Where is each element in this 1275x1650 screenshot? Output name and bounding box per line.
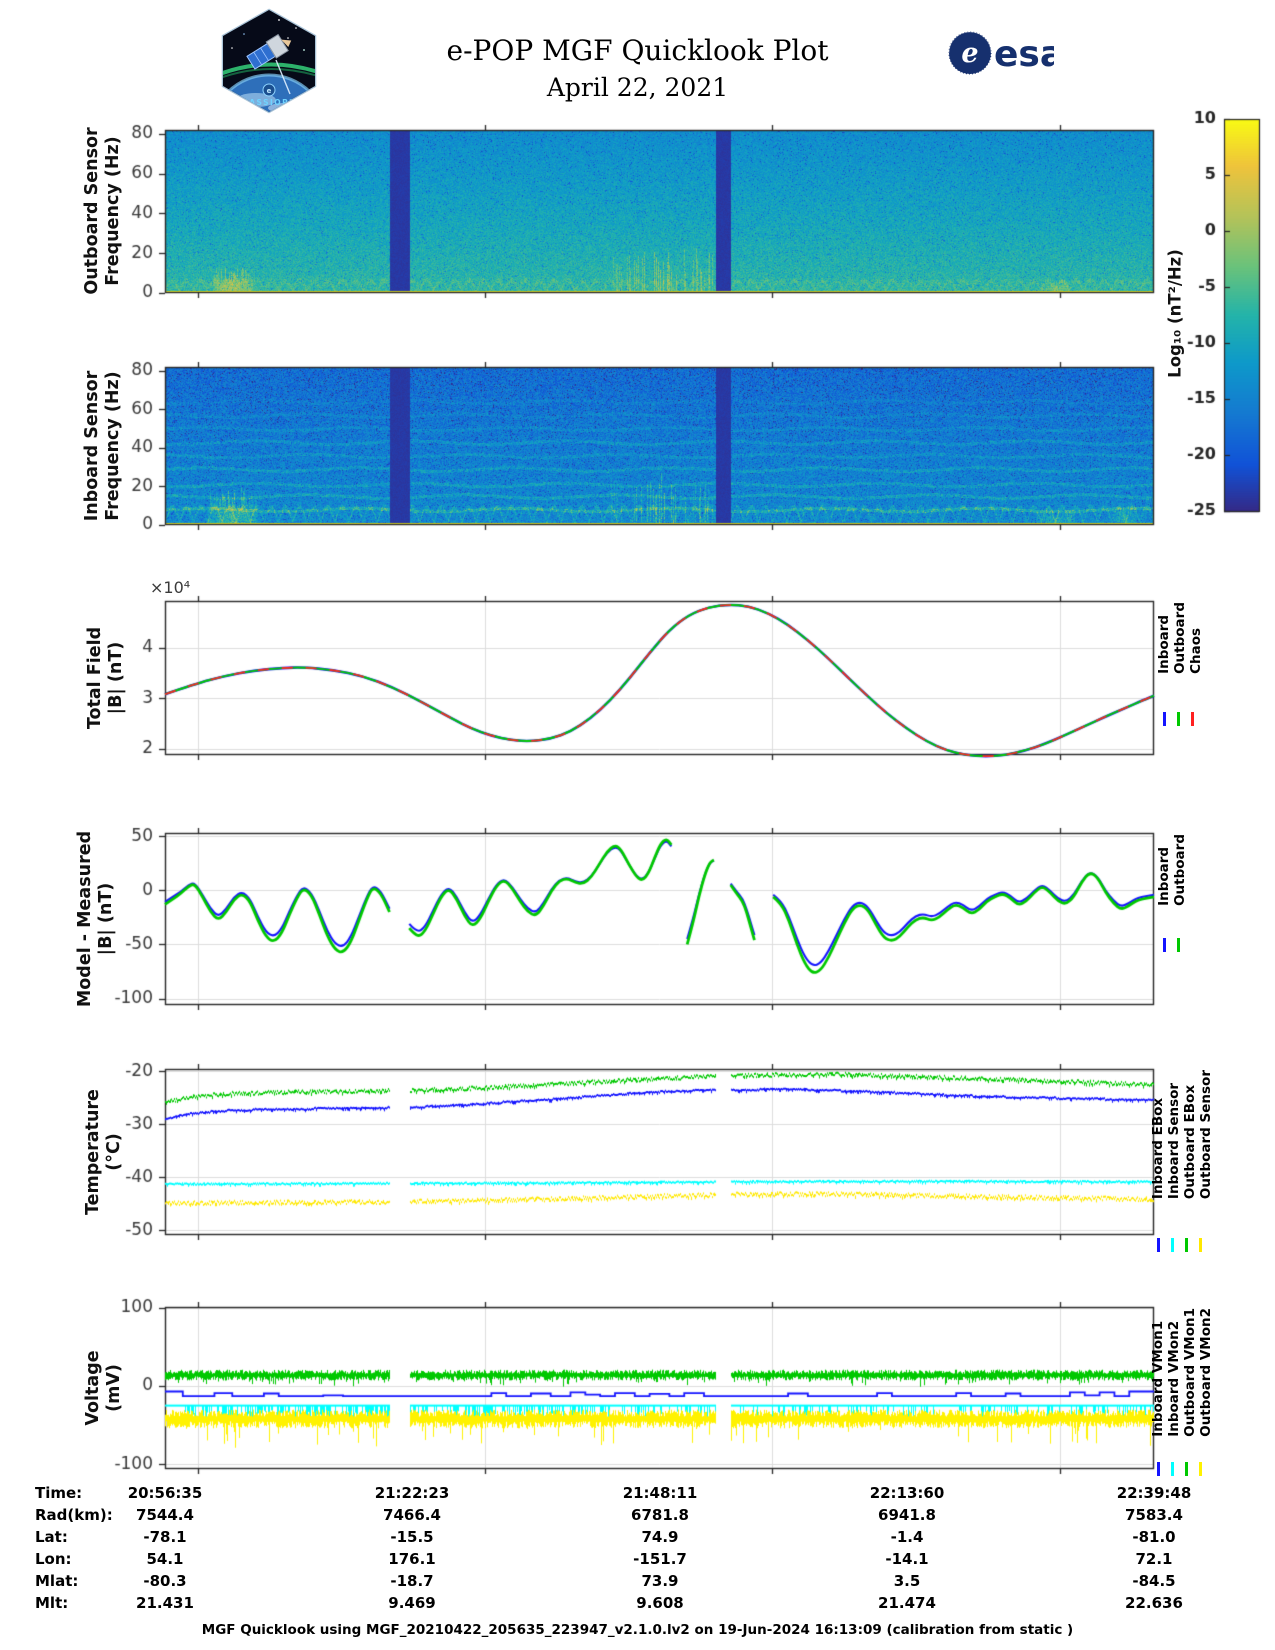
table-cell: -78.1	[143, 1528, 187, 1546]
table-cell: -14.1	[885, 1550, 929, 1568]
page-subtitle: April 22, 2021	[546, 73, 729, 102]
esa-logo-icon: e esa	[948, 31, 1064, 75]
table-cell: 6781.8	[631, 1506, 689, 1524]
total-field-plot	[90, 586, 1160, 770]
legend-label-outboard-vmon2: Outboard VMon2	[1198, 1308, 1214, 1437]
table-cell: -151.7	[633, 1550, 687, 1568]
row-label: Lat:	[35, 1528, 68, 1546]
table-cell: 9.608	[636, 1594, 684, 1612]
legend-label-inboard-sensor: Inboard Sensor	[1166, 1082, 1182, 1200]
table-cell: -18.7	[390, 1572, 434, 1590]
legend-temperature: Inboard EBox Inboard Sensor Outboard EBox O…	[1150, 1070, 1214, 1200]
table-cell: 21.431	[136, 1594, 194, 1612]
legend-swatches-model-measured	[1163, 938, 1180, 952]
table-cell: 22:39:48	[1116, 1484, 1192, 1502]
legend-label-inboard-vmon2: Inboard VMon2	[1166, 1320, 1182, 1437]
table-cell: 54.1	[146, 1550, 184, 1568]
legend-swatches-total-field	[1163, 712, 1194, 726]
legend-label-outboard: Outboard	[1172, 602, 1188, 674]
voltage-plot	[90, 1292, 1160, 1484]
legend-label-chaos: Chaos	[1188, 627, 1204, 674]
row-label: Mlt:	[35, 1594, 69, 1612]
legend-swatch-outboard-sensor	[1199, 1238, 1202, 1252]
legend-voltage: Inboard VMon1 Inboard VMon2 Outboard VMon1…	[1150, 1308, 1214, 1437]
table-cell: 22:13:60	[869, 1484, 945, 1502]
table-cell: 176.1	[388, 1550, 436, 1568]
legend-swatch-inboard	[1163, 712, 1166, 726]
table-cell: 21:48:11	[622, 1484, 698, 1502]
legend-label-inboard-ebox: Inboard EBox	[1150, 1097, 1166, 1200]
model-measured-plot	[90, 818, 1160, 1020]
table-cell: 21:22:23	[374, 1484, 450, 1502]
table-cell: -84.5	[1132, 1572, 1176, 1590]
legend-swatch-inboard-vmon1	[1157, 1462, 1160, 1476]
colorbar	[1150, 100, 1275, 530]
legend-swatch-outboard-vmon2	[1199, 1462, 1202, 1476]
cassiope-mission-badge: e CASSIOPE	[218, 8, 320, 118]
outboard-spectrogram-plot	[90, 115, 1160, 308]
legend-label-inboard-vmon1: Inboard VMon1	[1150, 1320, 1166, 1437]
table-cell: 6941.8	[878, 1506, 936, 1524]
row-label: Rad(km):	[35, 1506, 113, 1524]
legend-swatch-inboard-ebox	[1157, 1238, 1160, 1252]
table-cell: -15.5	[390, 1528, 434, 1546]
table-cell: 7544.4	[136, 1506, 194, 1524]
colorbar-label: Log₁₀ (nT²/Hz)	[1165, 249, 1185, 378]
legend-label-inboard: Inboard	[1156, 614, 1172, 674]
table-cell: 3.5	[893, 1572, 921, 1590]
table-cell: -80.3	[143, 1572, 187, 1590]
footer-caption: MGF Quicklook using MGF_20210422_205635_…	[201, 1622, 1074, 1638]
esa-logo-text: esa	[994, 34, 1054, 75]
row-label: Time:	[35, 1484, 83, 1502]
table-cell: 73.9	[641, 1572, 679, 1590]
legend-swatch-chaos	[1191, 712, 1194, 726]
table-cell: -1.4	[890, 1528, 924, 1546]
legend-swatches-voltage	[1157, 1462, 1202, 1476]
legend-label-outboard-sensor: Outboard Sensor	[1198, 1070, 1214, 1200]
legend-swatch-inboard-vmon2	[1171, 1462, 1174, 1476]
legend-swatch-outboard-ebox	[1185, 1238, 1188, 1252]
table-cell: -81.0	[1132, 1528, 1176, 1546]
legend-swatch-outboard	[1177, 712, 1180, 726]
row-label: Lon:	[35, 1550, 72, 1568]
table-cell: 22.636	[1125, 1594, 1183, 1612]
table-cell: 9.469	[388, 1594, 436, 1612]
legend-model-measured: Inboard Outboard	[1156, 834, 1188, 906]
legend-label-outboard-vmon1: Outboard VMon1	[1182, 1308, 1198, 1437]
svg-text:e: e	[267, 87, 272, 95]
legend-swatch-inboard-sensor	[1171, 1238, 1174, 1252]
table-cell: 21.474	[878, 1594, 936, 1612]
legend-label-outboard: Outboard	[1172, 834, 1188, 906]
inboard-spectrogram-plot	[90, 352, 1160, 540]
table-cell: 72.1	[1135, 1550, 1173, 1568]
page-title: e-POP MGF Quicklook Plot	[446, 34, 829, 67]
temperature-plot	[90, 1054, 1160, 1250]
legend-swatch-outboard	[1177, 938, 1180, 952]
table-cell: 20:56:35	[127, 1484, 203, 1502]
esa-logo: e esa	[924, 28, 1064, 84]
legend-swatches-temperature	[1157, 1238, 1202, 1252]
table-cell: 7466.4	[383, 1506, 441, 1524]
header: e-POP MGF Quicklook Plot April 22, 2021	[0, 0, 1275, 103]
legend-swatch-inboard	[1163, 938, 1166, 952]
row-label: Mlat:	[35, 1572, 79, 1590]
cassiope-badge-icon: e CASSIOPE	[221, 8, 317, 114]
table-cell: 7583.4	[1125, 1506, 1183, 1524]
legend-swatch-outboard-vmon1	[1185, 1462, 1188, 1476]
legend-total-field: Inboard Outboard Chaos	[1156, 602, 1204, 674]
legend-label-outboard-ebox: Outboard EBox	[1182, 1084, 1198, 1200]
badge-text: CASSIOPE	[242, 98, 296, 107]
svg-text:e: e	[961, 38, 978, 69]
table-cell: 74.9	[641, 1528, 679, 1546]
legend-label-inboard: Inboard	[1156, 846, 1172, 906]
